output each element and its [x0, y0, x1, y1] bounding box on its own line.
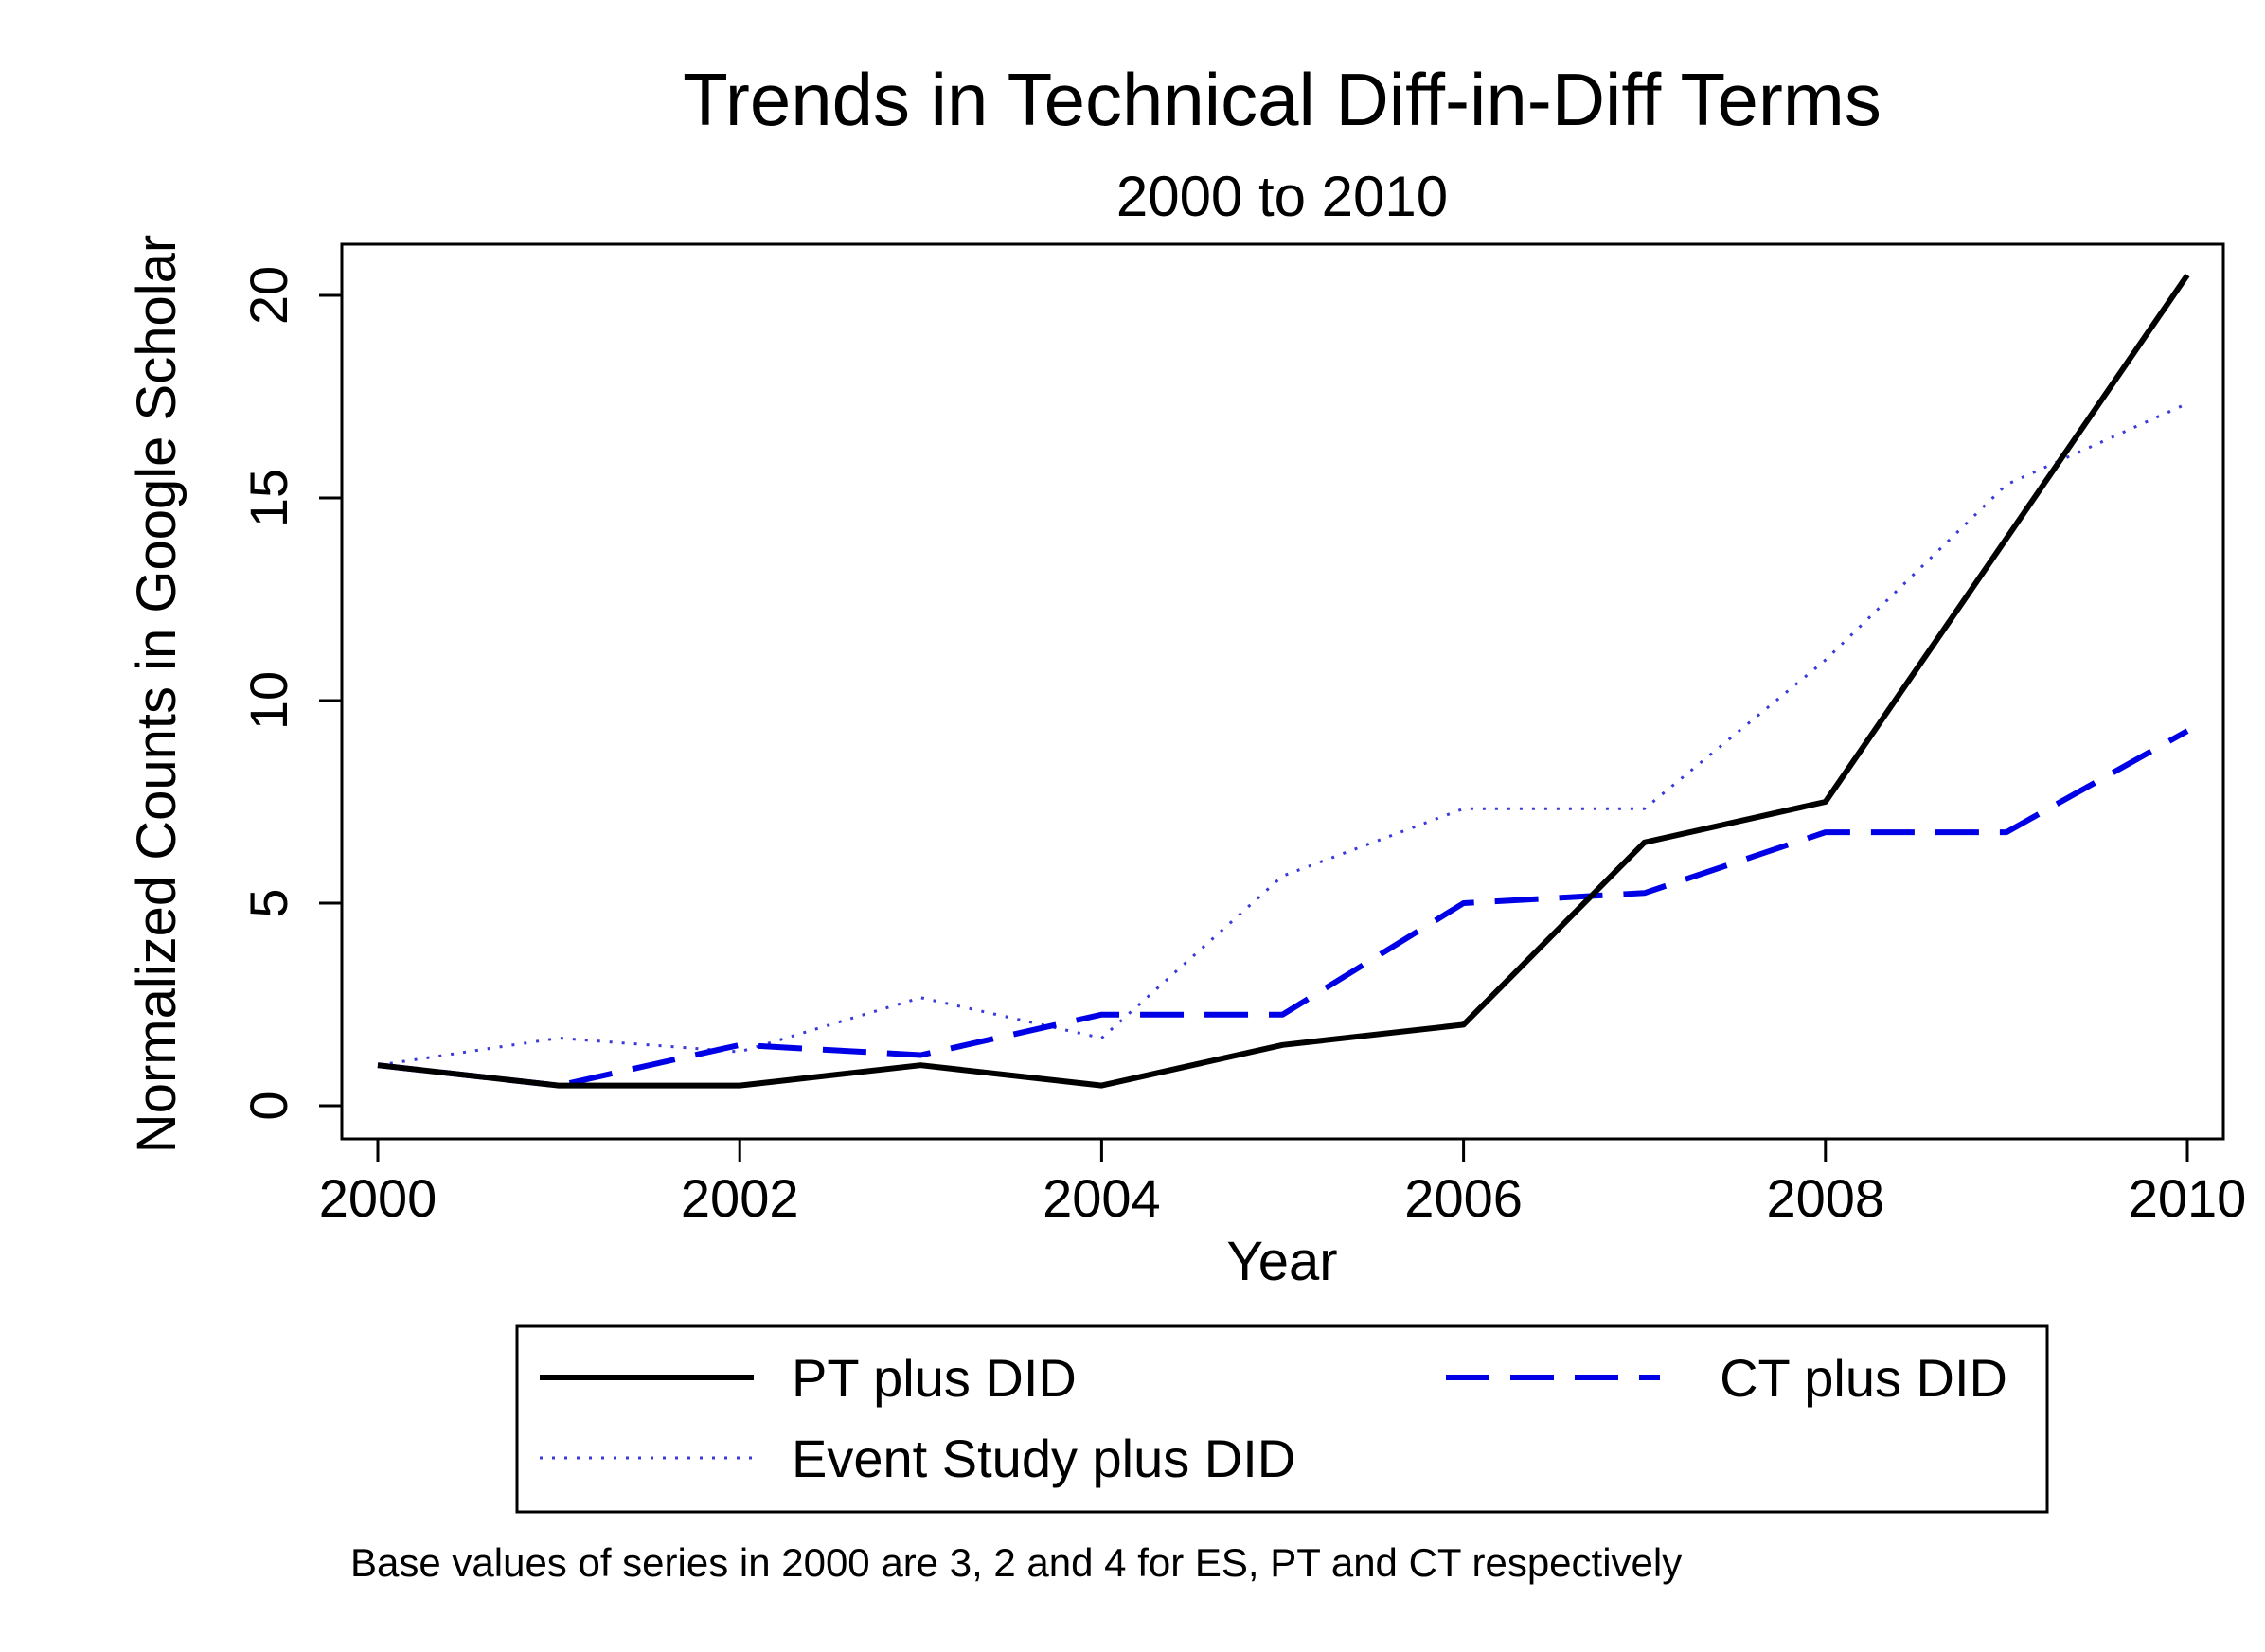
x-tick-label: 2010 — [2129, 1168, 2247, 1228]
x-tick-label: 2004 — [1043, 1168, 1161, 1228]
x-axis-label: Year — [1226, 1231, 1337, 1292]
x-tick-label: 2008 — [1767, 1168, 1885, 1228]
x-tick-label: 2006 — [1404, 1168, 1523, 1228]
legend-label-event-study-plus-did: Event Study plus DID — [792, 1429, 1295, 1488]
plot-frame — [342, 244, 2223, 1139]
series-lines — [378, 275, 2187, 1086]
series-line-pt-plus-did — [378, 275, 2187, 1086]
y-axis-label: Normalized Counts in Google Scholar — [126, 235, 187, 1153]
legend-label-ct-plus-did: CT plus DID — [1720, 1348, 2007, 1408]
y-tick-label: 10 — [239, 671, 298, 730]
legend: PT plus DID CT plus DID Event Study plus D… — [517, 1326, 2047, 1512]
series-line-event-study-plus-did — [378, 403, 2187, 1065]
x-tick-label: 2000 — [319, 1168, 437, 1228]
y-tick-label: 5 — [239, 888, 298, 917]
x-axis: 2000 2002 2004 2006 2008 2010 — [319, 1139, 2247, 1228]
x-tick-label: 2002 — [681, 1168, 799, 1228]
chart-note: Base values of series in 2000 are 3, 2 a… — [350, 1540, 1682, 1585]
series-line-ct-plus-did — [378, 731, 2187, 1086]
chart-subtitle: 2000 to 2010 — [1116, 165, 1448, 228]
y-tick-label: 15 — [239, 469, 298, 527]
y-tick-label: 0 — [239, 1091, 298, 1120]
chart-title: Trends in Technical Diff-in-Diff Terms — [683, 58, 1882, 141]
legend-label-pt-plus-did: PT plus DID — [792, 1348, 1077, 1408]
y-tick-label: 20 — [239, 266, 298, 325]
y-axis: 0 5 10 15 20 — [239, 266, 342, 1121]
